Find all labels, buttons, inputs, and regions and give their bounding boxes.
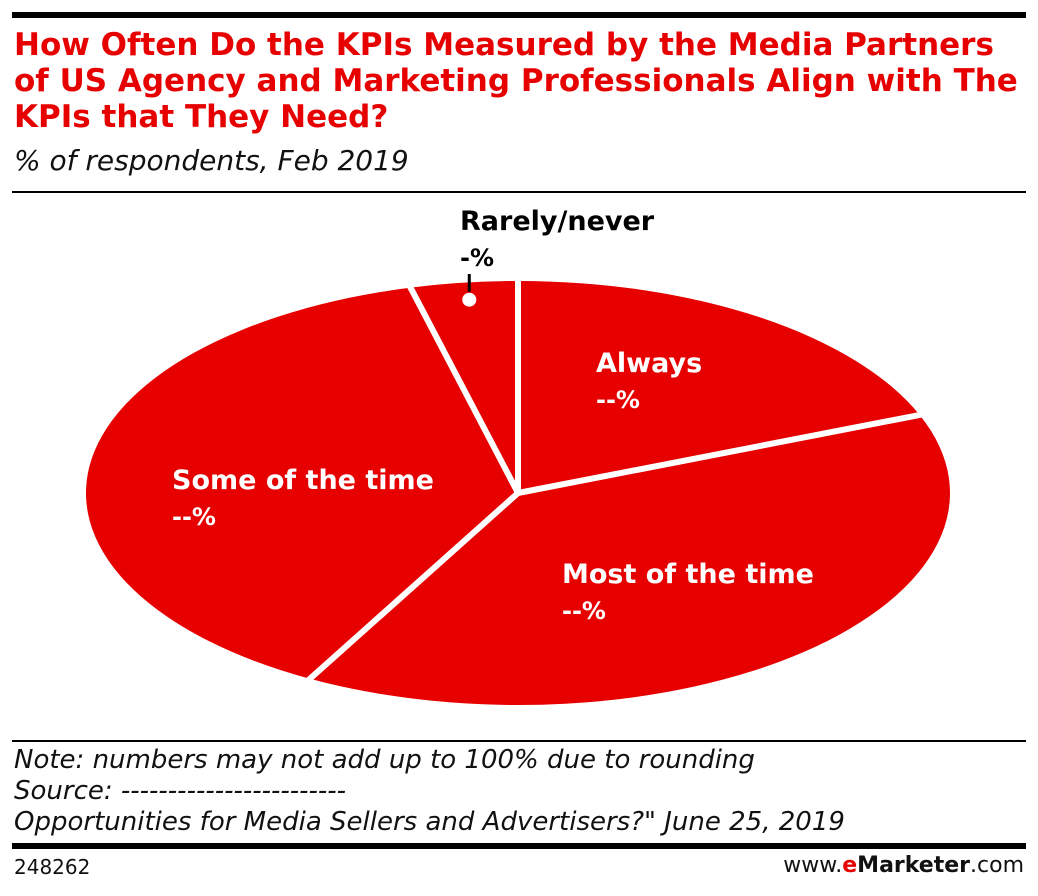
notes-rule [12,740,1026,742]
slice-some-of-the-time [85,287,519,679]
chart-subtitle: % of respondents, Feb 2019 [14,144,409,177]
slice-always [518,281,920,493]
pie-slices [85,276,950,706]
slice-most-of-the-time [309,414,950,706]
slice-separator [405,282,521,495]
brand-name: Marketer [857,853,971,878]
top-rule [12,12,1026,18]
slice-label-rarely-never: Rarely/never [460,206,655,237]
brand-prefix: www. [783,853,843,878]
slice-value-some-of-the-time: --% [172,503,216,531]
source-text: Source: ------------------------ [14,776,347,806]
slice-value-always: --% [596,386,640,414]
chart-id: 248262 [14,855,91,879]
note-text: Note: numbers may not add up to 100% due… [14,745,755,775]
emarketer-logo: www.eMarketer.com [783,852,1024,880]
leader-dot [462,292,477,307]
notes-block: Note: numbers may not add up to 100% due… [14,745,1024,838]
brand-e: e [842,853,858,878]
brand-suffix: .com [970,853,1024,878]
footer-rule [12,843,1026,849]
pie-labels: Always --% Most of the time --% Some of the … [172,206,814,625]
pie-chart: Always --% Most of the time --% Some of the … [85,206,950,706]
slice-value-most-of-the-time: --% [562,597,606,625]
slice-label-always: Always [596,348,702,379]
source-detail-text: Opportunities for Media Sellers and Adve… [14,807,845,837]
slice-label-most-of-the-time: Most of the time [562,559,814,590]
slice-separator [303,490,520,685]
slice-separator [517,410,929,496]
chart-title: How Often Do the KPIs Measured by the Me… [14,27,1018,135]
slice-label-some-of-the-time: Some of the time [172,465,434,496]
subtitle-rule [12,191,1026,193]
slice-value-rarely-never: -% [460,244,494,272]
